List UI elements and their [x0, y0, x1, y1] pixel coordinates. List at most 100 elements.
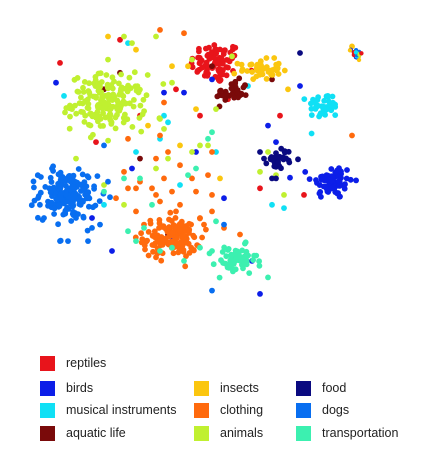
- point-clothing: [205, 172, 211, 179]
- point-reptiles: [196, 45, 202, 52]
- point-reptiles: [199, 64, 205, 71]
- legend-item-transportation: transportation: [296, 425, 398, 441]
- point-musical-instruments: [125, 40, 131, 46]
- point-animals: [189, 149, 195, 155]
- point-birds: [257, 291, 263, 297]
- point-mixed: [353, 50, 359, 55]
- point-dogs: [51, 211, 57, 217]
- point-birds: [335, 190, 341, 196]
- point-transportation: [223, 253, 230, 260]
- point-animals: [100, 123, 106, 129]
- point-animals: [101, 182, 107, 188]
- legend-swatch-birds: [40, 380, 55, 396]
- point-musical-instruments: [322, 111, 328, 118]
- point-aquatic-life: [232, 84, 239, 90]
- point-reptiles: [189, 64, 196, 71]
- point-dogs: [72, 195, 79, 202]
- point-clothing: [158, 257, 165, 264]
- point-dogs: [56, 201, 62, 208]
- point-dogs: [37, 201, 43, 208]
- point-birds: [323, 183, 329, 190]
- point-transportation: [225, 246, 232, 252]
- point-animals: [84, 104, 91, 111]
- point-animals: [95, 102, 102, 108]
- point-dogs: [48, 179, 55, 185]
- point-dogs: [105, 178, 111, 185]
- point-birds: [336, 183, 343, 189]
- point-clothing: [199, 234, 206, 241]
- point-birds: [129, 165, 135, 172]
- point-insects: [231, 70, 238, 77]
- point-animals: [107, 112, 114, 118]
- point-animals: [71, 76, 78, 83]
- point-clothing: [165, 149, 171, 155]
- point-transportation: [185, 172, 191, 179]
- point-reptiles: [277, 112, 283, 119]
- legend-label-musical-instruments: musical instruments: [66, 403, 177, 417]
- point-animals: [82, 98, 89, 104]
- point-animals: [76, 100, 83, 107]
- point-dogs: [70, 172, 77, 179]
- point-animals: [131, 97, 137, 103]
- legend-swatch-dogs: [296, 402, 311, 418]
- point-animals: [67, 113, 73, 120]
- point-transportation: [141, 225, 147, 231]
- point-insects: [239, 66, 246, 73]
- point-clothing: [161, 99, 167, 106]
- point-aquatic-life: [214, 93, 221, 100]
- point-birds: [328, 166, 335, 172]
- point-animals: [92, 83, 99, 89]
- point-dogs: [55, 221, 61, 228]
- point-animals: [112, 125, 119, 132]
- point-musical-instruments: [330, 99, 336, 106]
- point-animals: [108, 119, 115, 126]
- legend-label-birds: birds: [66, 381, 94, 395]
- legend-swatch-animals: [194, 425, 209, 441]
- point-animals: [143, 92, 150, 99]
- point-reptiles: [117, 36, 123, 43]
- point-animals: [98, 89, 105, 96]
- point-animals: [125, 87, 131, 94]
- point-dogs: [107, 194, 113, 201]
- point-insects: [193, 106, 199, 112]
- point-dogs: [71, 178, 78, 185]
- point-aquatic-life: [217, 87, 224, 94]
- point-animals: [130, 103, 137, 110]
- point-aquatic-life: [237, 92, 243, 99]
- point-clothing: [172, 215, 179, 221]
- point-musical-instruments: [316, 113, 322, 120]
- point-clothing: [349, 132, 355, 139]
- point-clothing: [169, 188, 175, 195]
- point-musical-instruments: [320, 105, 327, 112]
- point-birds: [342, 181, 348, 188]
- point-clothing: [177, 201, 183, 208]
- point-dogs: [55, 171, 62, 178]
- point-clothing: [157, 198, 163, 205]
- point-reptiles: [57, 60, 63, 66]
- point-animals: [87, 122, 94, 129]
- point-dogs: [101, 142, 107, 149]
- point-birds: [353, 177, 359, 184]
- point-transportation: [149, 201, 155, 208]
- point-dogs: [70, 208, 76, 215]
- point-insects: [281, 67, 288, 74]
- point-clothing: [201, 221, 207, 228]
- point-birds: [209, 76, 215, 83]
- point-clothing: [181, 30, 187, 37]
- point-musical-instruments: [315, 102, 321, 109]
- point-insects: [275, 71, 282, 77]
- point-animals: [100, 110, 106, 117]
- point-animals: [126, 100, 133, 107]
- point-animals: [165, 155, 171, 162]
- point-clothing: [179, 221, 185, 228]
- legend-item-clothing: clothing: [194, 402, 263, 418]
- point-birds: [287, 174, 293, 181]
- point-animals: [116, 107, 123, 114]
- point-insects: [263, 55, 270, 61]
- point-dogs: [84, 227, 91, 234]
- point-reptiles: [173, 86, 179, 93]
- point-transportation: [121, 175, 127, 182]
- point-dogs: [58, 182, 65, 189]
- point-clothing: [189, 175, 195, 182]
- point-animals: [144, 72, 151, 78]
